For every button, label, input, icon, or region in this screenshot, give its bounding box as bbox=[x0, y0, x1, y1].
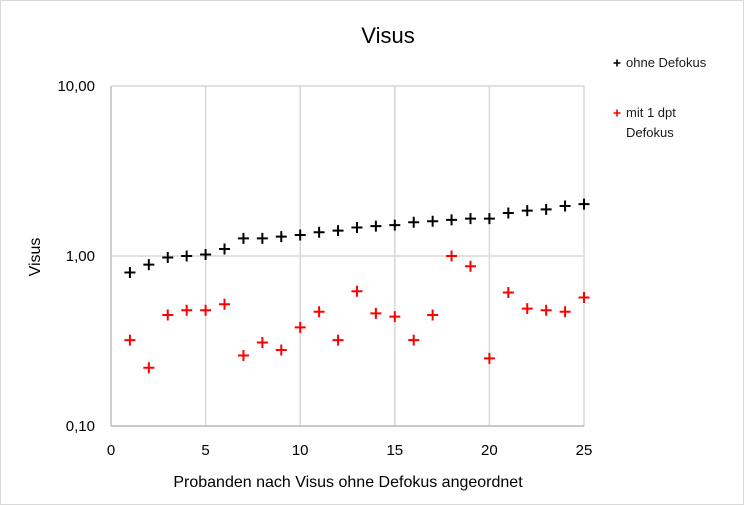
legend: ohne Defokus mit 1 dpt Defokus bbox=[613, 55, 707, 140]
x-tick-label: 5 bbox=[201, 442, 209, 459]
data-point bbox=[351, 285, 363, 297]
axes bbox=[110, 86, 584, 427]
data-point bbox=[578, 198, 590, 210]
data-point bbox=[256, 336, 268, 348]
data-point bbox=[389, 311, 401, 323]
data-point bbox=[332, 334, 344, 346]
data-point bbox=[427, 309, 439, 321]
x-tick-label: 0 bbox=[107, 442, 115, 459]
data-point bbox=[256, 232, 268, 244]
chart-title: Visus bbox=[361, 23, 414, 48]
data-point bbox=[313, 226, 325, 238]
x-tick-label: 15 bbox=[386, 442, 403, 459]
y-tick-label: 1,00 bbox=[66, 248, 95, 265]
data-point bbox=[370, 307, 382, 319]
data-point bbox=[181, 250, 193, 262]
legend-label: mit 1 dpt bbox=[626, 105, 676, 120]
data-point bbox=[521, 303, 533, 315]
data-point bbox=[143, 259, 155, 271]
data-point bbox=[446, 250, 458, 262]
data-point bbox=[313, 306, 325, 318]
tick-labels: 0 5 10 15 20 25 0,10 1,00 10,00 bbox=[57, 78, 592, 459]
data-point bbox=[219, 243, 231, 255]
y-tick-label: 10,00 bbox=[57, 78, 95, 95]
data-point bbox=[464, 260, 476, 272]
data-point bbox=[559, 306, 571, 318]
data-point bbox=[219, 298, 231, 310]
data-point bbox=[237, 232, 249, 244]
x-axis-label: Probanden nach Visus ohne Defokus angeor… bbox=[173, 474, 523, 491]
y-tick-label: 0,10 bbox=[66, 418, 95, 435]
data-point bbox=[275, 344, 287, 356]
data-point bbox=[521, 205, 533, 217]
data-point bbox=[389, 219, 401, 231]
data-point bbox=[351, 222, 363, 234]
data-point bbox=[483, 213, 495, 225]
x-tick-label: 25 bbox=[576, 442, 593, 459]
x-tick-label: 10 bbox=[292, 442, 309, 459]
legend-label: ohne Defokus bbox=[626, 55, 707, 70]
series-2 bbox=[124, 250, 590, 374]
data-point bbox=[427, 215, 439, 227]
data-point bbox=[370, 220, 382, 232]
data-point bbox=[162, 309, 174, 321]
data-point bbox=[502, 286, 514, 298]
data-point bbox=[408, 334, 420, 346]
data-point bbox=[162, 251, 174, 263]
legend-marker bbox=[613, 59, 621, 67]
data-point bbox=[124, 266, 136, 278]
data-point bbox=[181, 304, 193, 316]
data-point bbox=[275, 231, 287, 243]
data-point bbox=[502, 207, 514, 219]
data-point bbox=[124, 334, 136, 346]
data-point bbox=[464, 213, 476, 225]
data-point bbox=[540, 203, 552, 215]
data-point bbox=[200, 249, 212, 261]
data-point bbox=[408, 216, 420, 228]
data-point bbox=[294, 321, 306, 333]
data-point bbox=[446, 214, 458, 226]
data-point bbox=[294, 229, 306, 241]
data-point bbox=[237, 349, 249, 361]
data-point bbox=[200, 304, 212, 316]
data-point bbox=[559, 200, 571, 212]
data-point bbox=[143, 362, 155, 374]
x-tick-label: 20 bbox=[481, 442, 498, 459]
data-point bbox=[540, 304, 552, 316]
data-point bbox=[332, 225, 344, 237]
legend-label: Defokus bbox=[626, 125, 674, 140]
data-points bbox=[124, 198, 590, 374]
data-point bbox=[578, 292, 590, 304]
y-axis-label: Visus bbox=[27, 238, 44, 277]
legend-marker bbox=[613, 109, 621, 117]
data-point bbox=[483, 352, 495, 364]
series-1 bbox=[124, 198, 590, 278]
